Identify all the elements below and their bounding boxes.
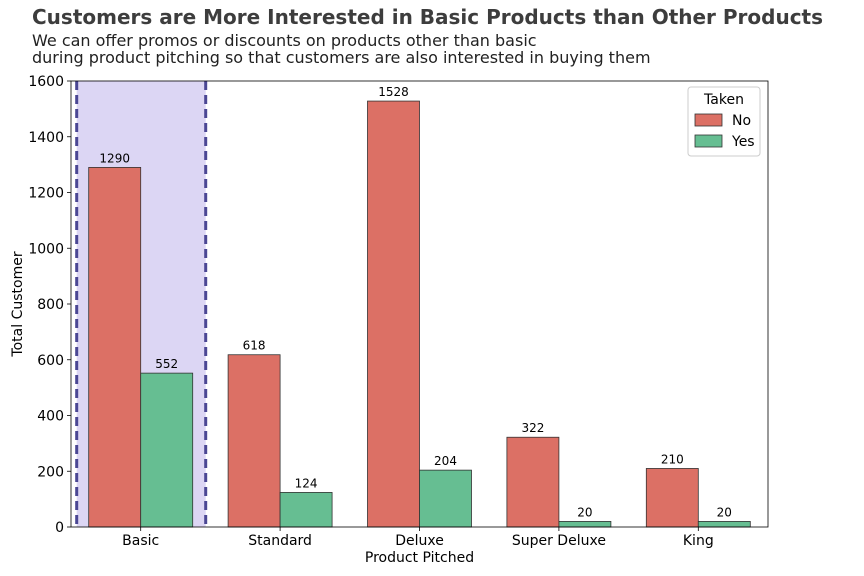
x-tick-label: Deluxe — [395, 533, 444, 549]
y-tick-label: 1200 — [28, 186, 64, 202]
legend-swatch-no — [694, 113, 723, 127]
bar-yes-super-deluxe — [558, 521, 612, 528]
x-axis-label: Product Pitched — [365, 550, 474, 566]
data-label: 124 — [295, 476, 318, 490]
data-label: 552 — [155, 357, 178, 371]
legend-label-yes: Yes — [731, 134, 755, 150]
y-axis-label: Total Customer — [10, 251, 26, 357]
bar-yes-standard — [279, 492, 333, 528]
data-label: 20 — [717, 505, 732, 519]
y-tick-label: 1600 — [28, 74, 64, 90]
bar-yes-king — [697, 521, 751, 528]
legend-swatch-yes — [694, 134, 723, 148]
y-tick-label: 400 — [37, 409, 64, 425]
data-label: 20 — [577, 505, 592, 519]
y-tick-label: 200 — [37, 464, 64, 480]
subtitle-line-1: We can offer promos or discounts on prod… — [32, 31, 537, 50]
y-tick-label: 800 — [37, 297, 64, 313]
x-tick-label: Super Deluxe — [512, 533, 606, 549]
legend-label-no: No — [732, 113, 751, 129]
x-tick-label: Basic — [122, 533, 159, 549]
y-tick-label: 0 — [55, 520, 64, 536]
bar-no-super-deluxe — [506, 436, 560, 528]
chart-subtitle: We can offer promos or discounts on prod… — [32, 32, 651, 66]
y-tick-label: 1400 — [28, 130, 64, 146]
bar-no-king — [645, 468, 699, 528]
bar-yes-basic — [140, 372, 194, 528]
data-label: 210 — [661, 452, 684, 466]
chart-title: Customers are More Interested in Basic P… — [32, 5, 824, 29]
bar-no-standard — [227, 354, 281, 528]
data-label: 618 — [243, 339, 266, 353]
bar-yes-deluxe — [419, 469, 472, 528]
legend-title: Taken — [703, 92, 744, 108]
bar-no-deluxe — [367, 100, 420, 528]
bar-no-basic — [88, 167, 142, 528]
data-label: 1528 — [378, 85, 409, 99]
y-tick-label: 1000 — [28, 241, 64, 257]
subtitle-line-2: during product pitching so that customer… — [32, 48, 651, 67]
y-tick-label: 600 — [37, 353, 64, 369]
x-tick-label: King — [683, 533, 714, 549]
data-label: 1290 — [99, 151, 130, 165]
x-tick-label: Standard — [248, 533, 312, 549]
data-label: 322 — [521, 421, 544, 435]
data-label: 204 — [434, 454, 457, 468]
